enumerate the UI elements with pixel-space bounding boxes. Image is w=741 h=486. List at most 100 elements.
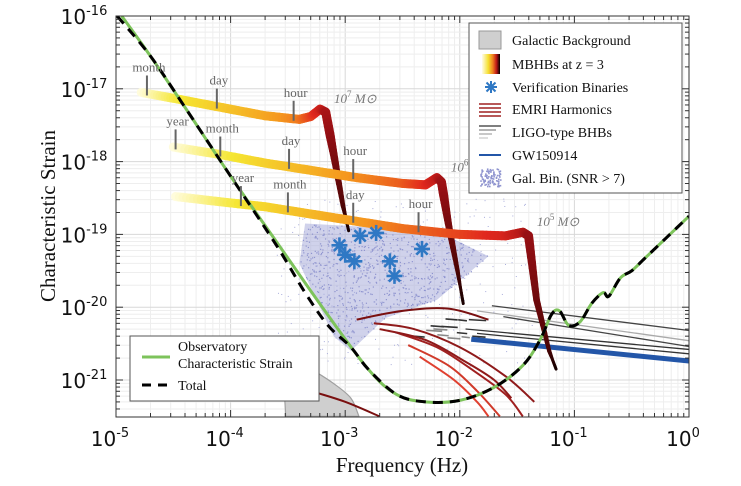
galactic-binary-point bbox=[357, 358, 359, 360]
galactic-binary-point bbox=[331, 305, 333, 307]
galactic-binary-point bbox=[462, 249, 464, 251]
galactic-binary-point bbox=[320, 296, 322, 298]
galactic-binary-point bbox=[360, 310, 362, 312]
galactic-binary-point bbox=[313, 224, 316, 226]
galactic-binary-point bbox=[318, 278, 320, 281]
galactic-binary-point bbox=[329, 201, 331, 203]
galactic-binary-point bbox=[364, 293, 366, 295]
galactic-binary-point bbox=[412, 236, 414, 238]
legend-dot bbox=[484, 180, 487, 182]
galactic-binary-point bbox=[386, 292, 388, 295]
galactic-binary-point bbox=[365, 263, 367, 265]
galactic-binary-point bbox=[411, 279, 413, 281]
galactic-binary-point bbox=[393, 292, 395, 294]
galactic-binary-point bbox=[357, 230, 359, 232]
galactic-binary-point bbox=[462, 267, 464, 269]
galactic-binary-point bbox=[345, 272, 347, 274]
galactic-binary-point bbox=[455, 283, 457, 286]
galactic-binary-point bbox=[357, 209, 359, 211]
galactic-binary-point bbox=[358, 286, 360, 288]
galactic-binary-point bbox=[468, 246, 470, 248]
galactic-binary-point bbox=[371, 310, 373, 312]
galactic-binary-point bbox=[306, 233, 309, 235]
galactic-binary-point bbox=[379, 239, 381, 242]
galactic-binary-point bbox=[366, 267, 368, 269]
galactic-binary-point bbox=[427, 295, 429, 297]
galactic-binary-point bbox=[360, 276, 362, 278]
galactic-binary-point bbox=[446, 348, 448, 350]
galactic-binary-point bbox=[318, 270, 320, 273]
galactic-binary-point bbox=[399, 265, 402, 267]
galactic-binary-point bbox=[332, 265, 334, 267]
galactic-binary-point bbox=[385, 315, 387, 317]
galactic-binary-point bbox=[402, 274, 404, 277]
galactic-binary-point bbox=[351, 331, 353, 333]
mass-unit: M⊙ bbox=[351, 91, 376, 106]
galactic-binary-point bbox=[381, 317, 383, 319]
galactic-binary-point bbox=[367, 281, 370, 283]
galactic-binary-point bbox=[355, 255, 357, 258]
galactic-binary-point bbox=[453, 274, 455, 276]
galactic-binary-point bbox=[347, 331, 349, 333]
galactic-binary-point bbox=[418, 295, 420, 297]
galactic-binary-point bbox=[354, 250, 356, 252]
galactic-binary-point bbox=[375, 338, 377, 340]
legend-dot bbox=[494, 174, 496, 176]
galactic-binary-point bbox=[357, 277, 360, 279]
galactic-binary-point bbox=[319, 287, 321, 289]
galactic-binary-point bbox=[443, 262, 445, 264]
galactic-binary-point bbox=[367, 256, 369, 258]
galactic-binary-point bbox=[442, 292, 444, 294]
legend-label: GW150914 bbox=[512, 149, 577, 164]
galactic-binary-point bbox=[323, 293, 325, 295]
galactic-binary-point bbox=[372, 309, 374, 312]
legend-dot bbox=[490, 171, 492, 173]
galactic-binary-point bbox=[386, 307, 388, 309]
galactic-binary-point bbox=[463, 270, 465, 272]
galactic-binary-point bbox=[377, 249, 379, 251]
galactic-binary-point bbox=[344, 229, 346, 231]
y-tick-label: 10-20 bbox=[61, 295, 108, 320]
galactic-binary-point bbox=[361, 321, 363, 323]
galactic-binary-point bbox=[381, 287, 383, 289]
galactic-binary-point bbox=[444, 238, 446, 241]
galactic-binary-point bbox=[354, 306, 356, 308]
galactic-binary-point bbox=[308, 256, 310, 258]
galactic-binary-point bbox=[336, 226, 338, 228]
galactic-binary-point bbox=[454, 277, 456, 279]
galactic-binary-point bbox=[298, 224, 300, 226]
galactic-binary-point bbox=[366, 315, 368, 317]
galactic-binary-point bbox=[441, 239, 443, 241]
galactic-binary-point bbox=[417, 282, 419, 284]
legend-dot bbox=[497, 168, 500, 171]
galactic-binary-point bbox=[449, 258, 451, 261]
galactic-binary-point bbox=[379, 248, 381, 250]
x-tick-exponent: -5 bbox=[116, 426, 129, 441]
galactic-binary-point bbox=[315, 265, 317, 267]
galactic-binary-point bbox=[321, 251, 324, 253]
galactic-binary-point bbox=[342, 304, 345, 306]
legend-dot bbox=[498, 184, 500, 187]
galactic-binary-point bbox=[354, 244, 356, 246]
galactic-binary-point bbox=[351, 290, 353, 292]
star-ray bbox=[387, 269, 402, 283]
galactic-binary-point bbox=[346, 332, 348, 334]
galactic-binary-point bbox=[327, 304, 329, 306]
galactic-binary-point bbox=[446, 247, 448, 249]
galactic-binary-point bbox=[367, 306, 369, 309]
galactic-binary-point bbox=[429, 264, 431, 266]
galactic-binary-point bbox=[298, 293, 300, 295]
galactic-binary-point bbox=[303, 231, 305, 233]
galactic-binary-point bbox=[373, 301, 375, 303]
galactic-binary-point bbox=[415, 267, 417, 270]
galactic-binary-point bbox=[349, 251, 351, 254]
galactic-binary-point bbox=[305, 237, 307, 239]
galactic-binary-point bbox=[335, 337, 337, 339]
galactic-binary-point bbox=[428, 269, 430, 271]
legend-dot bbox=[497, 178, 500, 181]
galactic-binary-point bbox=[453, 329, 455, 331]
galactic-binary-point bbox=[319, 270, 321, 272]
galactic-binary-point bbox=[430, 298, 432, 300]
galactic-binary-point bbox=[400, 248, 402, 250]
galactic-binary-point bbox=[417, 295, 419, 298]
